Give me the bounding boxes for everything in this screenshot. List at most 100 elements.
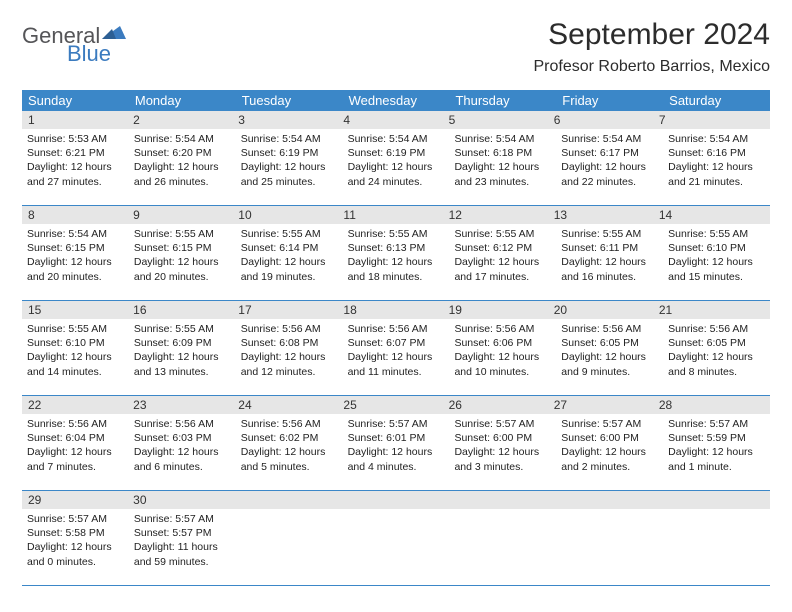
day-cell: Sunrise: 5:57 AMSunset: 6:01 PMDaylight:… — [343, 414, 450, 490]
sunset-text: Sunset: 6:10 PM — [668, 241, 765, 255]
daylight-text: Daylight: 12 hours — [348, 160, 445, 174]
daylight-text: and 12 minutes. — [241, 365, 338, 379]
day-number: 9 — [133, 207, 238, 223]
day-number: 21 — [659, 302, 764, 318]
sunrise-text: Sunrise: 5:56 AM — [27, 417, 124, 431]
day-cell: Sunrise: 5:57 AMSunset: 6:00 PMDaylight:… — [449, 414, 556, 490]
sunrise-text: Sunrise: 5:54 AM — [454, 132, 551, 146]
daylight-text: and 20 minutes. — [134, 270, 231, 284]
header-row: General Blue September 2024 Profesor Rob… — [22, 18, 770, 76]
daylight-text: Daylight: 12 hours — [668, 160, 765, 174]
sunset-text: Sunset: 6:05 PM — [668, 336, 765, 350]
day-cell: Sunrise: 5:56 AMSunset: 6:08 PMDaylight:… — [236, 319, 343, 395]
daylight-text: and 21 minutes. — [668, 175, 765, 189]
daylight-text: and 4 minutes. — [348, 460, 445, 474]
title-block: September 2024 Profesor Roberto Barrios,… — [533, 18, 770, 76]
daylight-text: Daylight: 12 hours — [27, 350, 124, 364]
day-cell — [236, 509, 343, 585]
sunset-text: Sunset: 6:18 PM — [454, 146, 551, 160]
daylight-text: Daylight: 12 hours — [561, 350, 658, 364]
sunset-text: Sunset: 6:21 PM — [27, 146, 124, 160]
day-cell: Sunrise: 5:56 AMSunset: 6:05 PMDaylight:… — [663, 319, 770, 395]
sunrise-text: Sunrise: 5:54 AM — [27, 227, 124, 241]
daylight-text: and 14 minutes. — [27, 365, 124, 379]
daylight-text: and 2 minutes. — [561, 460, 658, 474]
day-number: 7 — [659, 112, 764, 128]
sunset-text: Sunset: 6:08 PM — [241, 336, 338, 350]
day-cell: Sunrise: 5:54 AMSunset: 6:18 PMDaylight:… — [449, 129, 556, 205]
day-cell: Sunrise: 5:57 AMSunset: 5:59 PMDaylight:… — [663, 414, 770, 490]
sunset-text: Sunset: 6:14 PM — [241, 241, 338, 255]
week-row: Sunrise: 5:54 AMSunset: 6:15 PMDaylight:… — [22, 224, 770, 301]
day-cell: Sunrise: 5:57 AMSunset: 5:57 PMDaylight:… — [129, 509, 236, 585]
sunrise-text: Sunrise: 5:57 AM — [134, 512, 231, 526]
sunset-text: Sunset: 5:59 PM — [668, 431, 765, 445]
daynum-row: 15161718192021 — [22, 301, 770, 319]
daylight-text: Daylight: 12 hours — [134, 255, 231, 269]
daylight-text: Daylight: 12 hours — [561, 445, 658, 459]
daylight-text: and 9 minutes. — [561, 365, 658, 379]
day-header: Tuesday — [236, 90, 343, 111]
daylight-text: Daylight: 12 hours — [561, 160, 658, 174]
location-text: Profesor Roberto Barrios, Mexico — [533, 58, 770, 76]
month-title: September 2024 — [533, 18, 770, 52]
daylight-text: and 15 minutes. — [668, 270, 765, 284]
day-header: Saturday — [663, 90, 770, 111]
sunrise-text: Sunrise: 5:56 AM — [668, 322, 765, 336]
daynum-row: 891011121314 — [22, 206, 770, 224]
sunset-text: Sunset: 6:07 PM — [348, 336, 445, 350]
sunrise-text: Sunrise: 5:54 AM — [134, 132, 231, 146]
daylight-text: Daylight: 11 hours — [134, 540, 231, 554]
sunset-text: Sunset: 6:11 PM — [561, 241, 658, 255]
daylight-text: Daylight: 12 hours — [134, 160, 231, 174]
sunset-text: Sunset: 6:06 PM — [454, 336, 551, 350]
day-number — [238, 492, 343, 508]
daylight-text: Daylight: 12 hours — [561, 255, 658, 269]
daylight-text: and 3 minutes. — [454, 460, 551, 474]
daylight-text: and 6 minutes. — [134, 460, 231, 474]
day-number: 3 — [238, 112, 343, 128]
sunset-text: Sunset: 6:04 PM — [27, 431, 124, 445]
sunrise-text: Sunrise: 5:55 AM — [134, 227, 231, 241]
daylight-text: and 10 minutes. — [454, 365, 551, 379]
day-cell: Sunrise: 5:56 AMSunset: 6:02 PMDaylight:… — [236, 414, 343, 490]
day-number: 24 — [238, 397, 343, 413]
day-number: 25 — [343, 397, 448, 413]
daylight-text: and 26 minutes. — [134, 175, 231, 189]
day-header: Thursday — [449, 90, 556, 111]
day-cell: Sunrise: 5:53 AMSunset: 6:21 PMDaylight:… — [22, 129, 129, 205]
logo-text-block: General Blue — [22, 24, 126, 65]
sunset-text: Sunset: 6:19 PM — [348, 146, 445, 160]
day-header-row: Sunday Monday Tuesday Wednesday Thursday… — [22, 90, 770, 111]
sunset-text: Sunset: 5:58 PM — [27, 526, 124, 540]
daylight-text: Daylight: 12 hours — [454, 445, 551, 459]
sunrise-text: Sunrise: 5:57 AM — [27, 512, 124, 526]
day-cell: Sunrise: 5:55 AMSunset: 6:09 PMDaylight:… — [129, 319, 236, 395]
day-cell — [556, 509, 663, 585]
sunset-text: Sunset: 6:00 PM — [561, 431, 658, 445]
day-number: 12 — [449, 207, 554, 223]
day-cell: Sunrise: 5:57 AMSunset: 5:58 PMDaylight:… — [22, 509, 129, 585]
sunrise-text: Sunrise: 5:55 AM — [454, 227, 551, 241]
sunset-text: Sunset: 6:00 PM — [454, 431, 551, 445]
day-cell — [663, 509, 770, 585]
week-row: Sunrise: 5:56 AMSunset: 6:04 PM Daylight:… — [22, 414, 770, 491]
daylight-text: and 1 minute. — [668, 460, 765, 474]
sunset-text: Sunset: 6:19 PM — [241, 146, 338, 160]
day-cell: Sunrise: 5:54 AMSunset: 6:19 PMDaylight:… — [236, 129, 343, 205]
sunrise-text: Sunrise: 5:53 AM — [27, 132, 124, 146]
daynum-row: 2930 — [22, 491, 770, 509]
sunrise-text: Sunrise: 5:56 AM — [348, 322, 445, 336]
day-cell: Sunrise: 5:54 AMSunset: 6:15 PMDaylight:… — [22, 224, 129, 300]
daylight-text: and 24 minutes. — [348, 175, 445, 189]
daynum-row: 22232425262728 — [22, 396, 770, 414]
daylight-text: Daylight: 12 hours — [134, 350, 231, 364]
day-number: 10 — [238, 207, 343, 223]
sunset-text: Sunset: 6:17 PM — [561, 146, 658, 160]
daylight-text: and 16 minutes. — [561, 270, 658, 284]
daylight-text: and 20 minutes. — [27, 270, 124, 284]
sunrise-text: Sunrise: 5:54 AM — [561, 132, 658, 146]
daylight-text: and 11 minutes. — [348, 365, 445, 379]
daylight-text: and 5 minutes. — [241, 460, 338, 474]
sunrise-text: Sunrise: 5:57 AM — [454, 417, 551, 431]
